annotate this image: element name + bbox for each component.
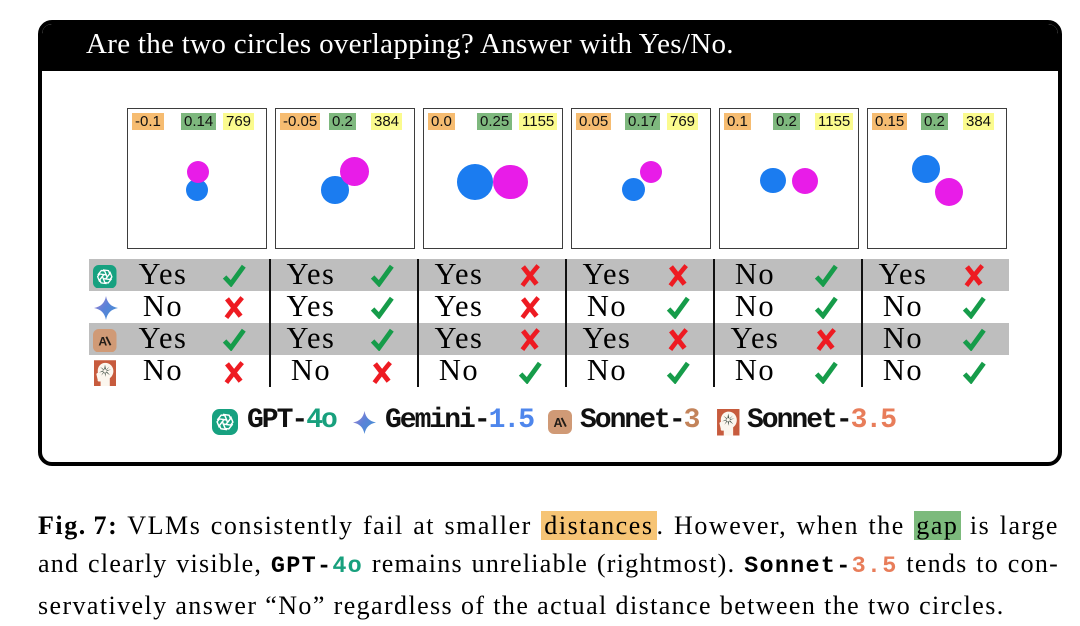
svg-text:A: A: [98, 334, 107, 348]
svg-text:A: A: [553, 416, 562, 430]
